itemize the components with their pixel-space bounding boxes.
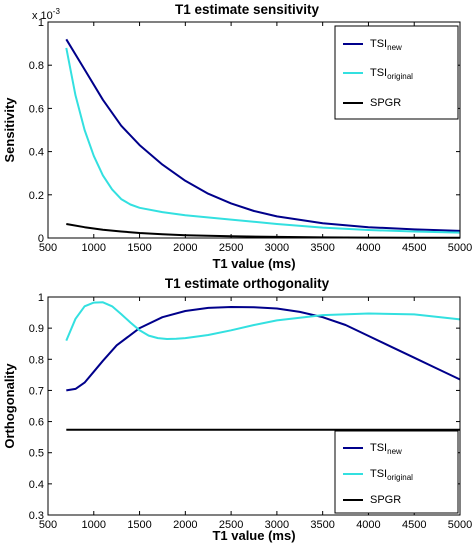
y-exponent-label: x 10-3	[32, 7, 60, 22]
x-tick-label: 3000	[265, 519, 289, 531]
legend-label-tsi-new: TSInew	[370, 442, 402, 456]
legend: TSInew TSIoriginal SPGR	[334, 25, 459, 120]
tick-labels: 500 1000 1500 2000 2500 3000 3500 4000 4500 5000 0…	[29, 17, 473, 254]
x-axis-label: T1 value (ms)	[212, 256, 295, 271]
y-tick-label: 1	[38, 17, 44, 29]
plot-area-frame	[47, 21, 461, 239]
x-tick-label: 500	[39, 242, 57, 254]
series-line-tsi-new	[65, 38, 461, 232]
y-tick-label: 0.7	[29, 385, 44, 397]
x-tick-label: 4000	[356, 242, 380, 254]
y-tick-label: 0.6	[29, 417, 44, 429]
y-tick-label: 0.9	[29, 323, 44, 335]
x-tick-label: 4500	[402, 242, 426, 254]
x-tick-label: 1000	[82, 519, 106, 531]
y-tick-label: 0.8	[29, 60, 44, 72]
x-tick-label: 4000	[356, 519, 380, 531]
x-axis-label: T1 value (ms)	[212, 528, 295, 543]
orthogonality-chart: T1 estimate orthogonality 500 1000 1500 200…	[2, 276, 472, 543]
legend-label-tsi-original: TSIoriginal	[370, 67, 413, 81]
y-axis-label: Orthogonality	[2, 363, 17, 449]
series-line-tsi-new	[66, 306, 461, 392]
x-tick-label: 2500	[219, 519, 243, 531]
sensitivity-chart: T1 estimate sensitivity x 10-3 500 1000 15…	[2, 2, 472, 271]
x-tick-label: 5000	[448, 242, 472, 254]
x-tick-label: 2500	[219, 242, 243, 254]
plot-area-frame	[47, 296, 461, 516]
chart-title: T1 estimate orthogonality	[165, 276, 330, 291]
legend: TSInew TSIoriginal SPGR	[334, 430, 459, 514]
x-tick-label: 3500	[310, 242, 334, 254]
chart-title: T1 estimate sensitivity	[175, 2, 320, 17]
y-tick-label: 0.3	[29, 510, 44, 522]
legend-label-tsi-new: TSInew	[370, 38, 402, 52]
x-tick-label: 1000	[82, 242, 106, 254]
series-line-tsi-original	[65, 47, 461, 234]
y-tick-label: 0.6	[29, 103, 44, 115]
x-tick-label: 1500	[127, 519, 151, 531]
tick-labels: 500 1000 1500 2000 2500 3000 3500 4000 4500 5000 0…	[29, 292, 473, 531]
x-tick-label: 4500	[402, 519, 426, 531]
x-tick-label: 500	[39, 519, 57, 531]
x-tick-label: 2000	[173, 519, 197, 531]
x-tick-label: 5000	[448, 519, 472, 531]
legend-label-tsi-original: TSIoriginal	[370, 468, 413, 482]
x-tick-label: 3000	[265, 242, 289, 254]
y-tick-label: 0.4	[29, 479, 44, 491]
x-tick-label: 1500	[127, 242, 151, 254]
y-tick-label: 0.8	[29, 354, 44, 366]
y-tick-label: 0	[38, 233, 44, 245]
series-lines	[65, 301, 461, 431]
x-tick-label: 2000	[173, 242, 197, 254]
x-tick-label: 3500	[310, 519, 334, 531]
y-tick-label: 0.2	[29, 190, 44, 202]
y-tick-label: 0.5	[29, 448, 44, 460]
y-tick-label: 0.4	[29, 147, 44, 159]
y-axis-label: Sensitivity	[2, 97, 17, 163]
y-tick-label: 1	[38, 292, 44, 304]
legend-label-spgr: SPGR	[370, 97, 401, 109]
legend-label-spgr: SPGR	[370, 494, 401, 506]
series-line-tsi-original	[65, 301, 461, 341]
